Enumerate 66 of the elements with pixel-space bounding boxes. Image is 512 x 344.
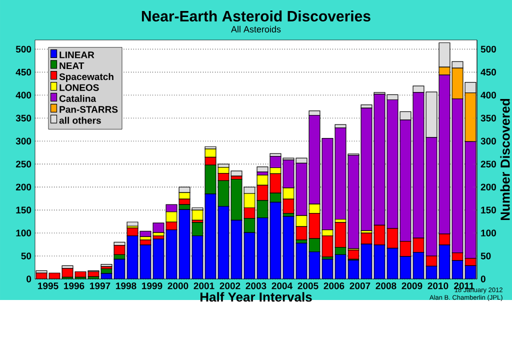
bar <box>126 235 138 279</box>
y-tick-label: 200 <box>16 184 32 190</box>
legend-label: Spacewatch <box>59 73 114 82</box>
y-tick-label: 450 <box>16 68 32 76</box>
y2-tick-label: 50 <box>480 252 491 260</box>
chart-title: Near-Earth Asteroid Discoveries <box>142 10 370 22</box>
y2-tick-label: 350 <box>480 114 496 122</box>
bar <box>192 210 204 220</box>
legend-label: Catalina <box>59 94 96 102</box>
x-tick-label: 2006 <box>324 282 344 290</box>
x-axis-title: Half Year Intervals <box>200 292 312 302</box>
bar <box>178 209 190 279</box>
bar <box>282 216 294 279</box>
x-tick-label: 2007 <box>350 282 370 290</box>
legend-label: NEAT <box>60 62 84 69</box>
y2-tick-label: 400 <box>480 92 496 99</box>
y2-tick-label: 300 <box>480 138 496 144</box>
y-tick-label: 350 <box>16 114 32 122</box>
y2-tick-label: 250 <box>480 160 496 168</box>
x-tick-label: 1998 <box>116 282 136 290</box>
legend-label: LONEOS <box>60 84 99 91</box>
x-tick-label: 2010 <box>428 282 448 290</box>
x-tick-label: 2003 <box>246 282 266 290</box>
bar <box>244 232 256 279</box>
x-tick-label: 2002 <box>220 282 240 290</box>
x-tick-label: 2009 <box>402 282 422 290</box>
y2-tick-label: 150 <box>481 206 496 214</box>
x-tick-label: 2008 <box>376 282 396 290</box>
x-tick-label: 1997 <box>90 282 110 290</box>
bar <box>256 218 268 279</box>
bar <box>230 220 242 279</box>
y2-tick-label: 100 <box>481 230 496 236</box>
x-tick-label: 1999 <box>142 282 162 290</box>
bar <box>270 202 282 279</box>
x-tick-label: 2001 <box>194 282 214 290</box>
y2-axis-title: Number Discovered <box>500 98 510 220</box>
bar <box>192 222 204 236</box>
bar <box>140 240 152 246</box>
x-tick-label: 2011 <box>454 282 474 290</box>
chart-subtitle: All Asteroids <box>231 26 281 32</box>
y2-tick-label: 450 <box>480 68 496 76</box>
x-tick-label: 1995 <box>38 282 58 290</box>
x-tick-label: 2004 <box>272 282 293 290</box>
bar <box>192 235 204 279</box>
y2-tick-label: 200 <box>480 184 496 190</box>
y-tick-label: 500 <box>16 46 32 53</box>
y2-tick-label: 500 <box>480 46 496 53</box>
y-tick-label: 150 <box>16 206 32 214</box>
bar <box>166 230 178 279</box>
legend-label: LINEAR <box>60 52 94 58</box>
y-tick-label: 100 <box>16 230 32 236</box>
x-tick-label: 1996 <box>64 282 84 290</box>
y2-tick-label: 0 <box>480 276 486 282</box>
y-tick-label: 50 <box>21 252 32 260</box>
y-tick-label: 0 <box>26 276 32 282</box>
bar <box>308 252 320 279</box>
y-tick-label: 300 <box>16 138 32 144</box>
y-tick-label: 400 <box>16 92 32 99</box>
bar <box>204 194 216 279</box>
x-tick-label: 2005 <box>298 282 318 290</box>
legend-label: all others <box>59 116 101 124</box>
bar <box>114 245 126 255</box>
legend-label: Pan-STARRS <box>60 106 118 113</box>
x-tick-label: 2000 <box>168 282 188 290</box>
y-tick-label: 250 <box>16 160 32 168</box>
bar <box>218 206 230 279</box>
